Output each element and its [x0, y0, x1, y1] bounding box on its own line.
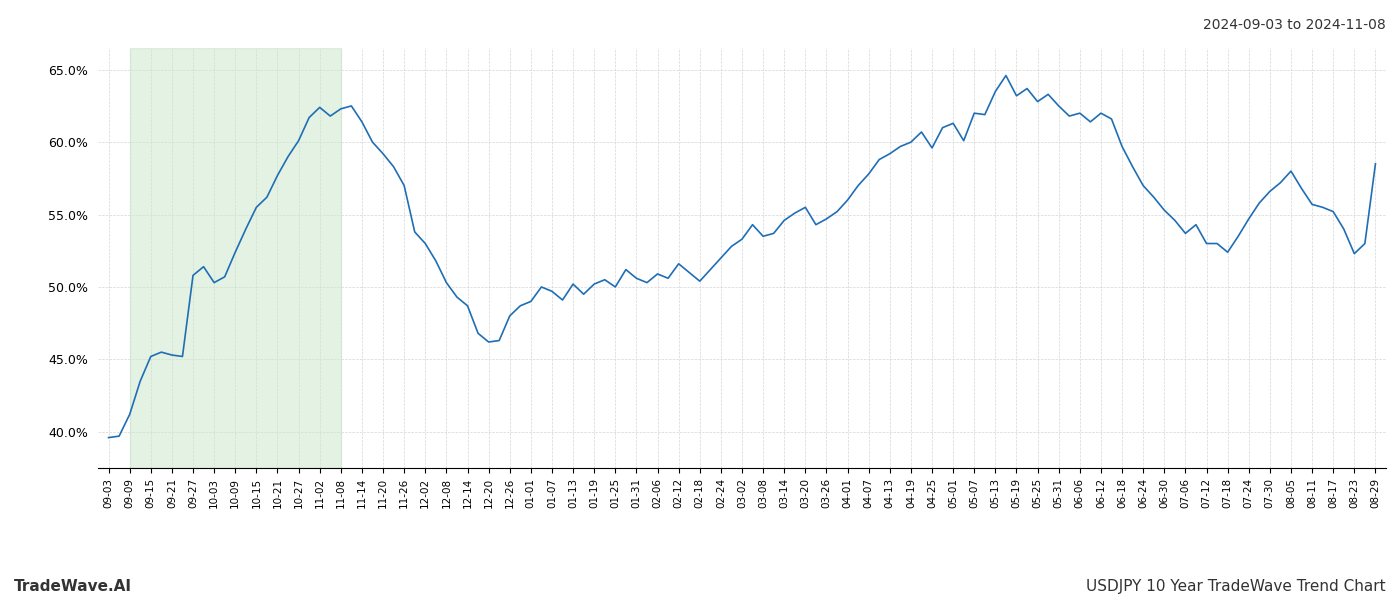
Text: TradeWave.AI: TradeWave.AI: [14, 579, 132, 594]
Bar: [130, 48, 340, 468]
Text: USDJPY 10 Year TradeWave Trend Chart: USDJPY 10 Year TradeWave Trend Chart: [1086, 579, 1386, 594]
Text: 2024-09-03 to 2024-11-08: 2024-09-03 to 2024-11-08: [1203, 18, 1386, 32]
